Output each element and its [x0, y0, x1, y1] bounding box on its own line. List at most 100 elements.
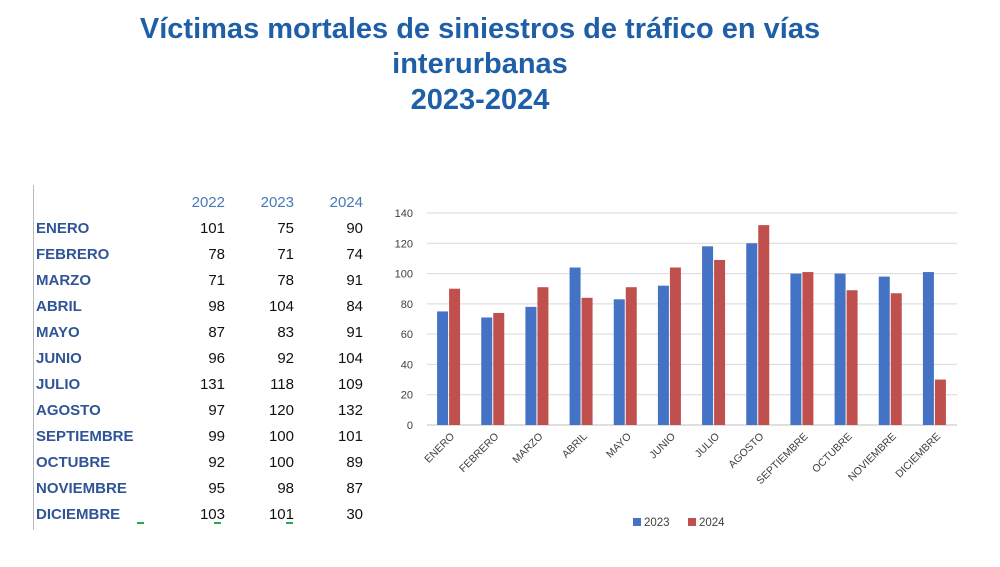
bar-2024-mayo: [625, 287, 637, 425]
x-tick-label: FEBRERO: [457, 431, 501, 475]
bar-2023-enero: [437, 311, 449, 425]
bar-chart: 0 20 40 60 80 100 120 140 ENERO FEBRERO MARZO ABRIL…: [395, 208, 957, 529]
title-line-2: interurbanas: [392, 48, 568, 81]
value-2022-cell: 96: [208, 349, 225, 367]
value-2024-cell: 109: [337, 375, 363, 393]
value-2024-cell: 91: [346, 271, 363, 289]
bar-2024-noviembre: [890, 293, 902, 425]
value-2022-cell: 98: [208, 297, 225, 315]
value-2023-cell: 100: [268, 453, 294, 471]
y-tick-label: 20: [401, 390, 413, 402]
value-2022-cell: 87: [208, 323, 225, 341]
x-tick-label: JUNIO: [647, 431, 678, 462]
x-tick-label: AGOSTO: [726, 431, 766, 471]
bar-2023-diciembre: [922, 272, 934, 425]
month-cell: MARZO: [36, 271, 91, 289]
table-row: MAYO 87 83 91: [36, 319, 363, 345]
bar-2024-enero: [449, 288, 461, 425]
y-tick-label: 80: [401, 299, 413, 311]
table-row: OCTUBRE 92 100 89: [36, 449, 363, 475]
value-2024-cell: 101: [337, 427, 363, 445]
value-2023-cell: 83: [277, 323, 294, 341]
bar-2023-agosto: [746, 243, 758, 425]
value-2024-cell: 84: [346, 297, 363, 315]
data-table: 2022 2023 2024 ENERO 101 75 90 FEBRERO 78 71 74…: [36, 189, 363, 527]
value-2022-cell: 71: [208, 271, 225, 289]
value-2022-cell: 97: [208, 401, 225, 419]
legend-label-2024: 2024: [699, 517, 725, 529]
table-body: ENERO 101 75 90 FEBRERO 78 71 74 MARZO 71 78 91 ABRI…: [36, 215, 363, 527]
table-row: MARZO 71 78 91: [36, 267, 363, 293]
month-cell: MAYO: [36, 323, 80, 341]
value-2023-cell: 104: [268, 297, 294, 315]
bar-2024-agosto: [758, 225, 770, 425]
bar-2023-junio: [657, 285, 669, 425]
bar-2023-marzo: [525, 306, 537, 425]
table-row: SEPTIEMBRE 99 100 101: [36, 423, 363, 449]
table-row: FEBRERO 78 71 74: [36, 241, 363, 267]
bar-2024-septiembre: [802, 272, 814, 425]
table-row: NOVIEMBRE 95 98 87: [36, 475, 363, 501]
value-2023-cell: 71: [277, 245, 294, 263]
value-2024-cell: 30: [346, 505, 363, 523]
bar-2024-diciembre: [934, 379, 946, 425]
bar-2023-octubre: [834, 273, 846, 425]
value-2023-cell: 78: [277, 271, 294, 289]
bar-2023-febrero: [481, 317, 493, 425]
table-row: AGOSTO 97 120 132: [36, 397, 363, 423]
table-row: JUNIO 96 92 104: [36, 345, 363, 371]
value-2023-cell: 98: [277, 479, 294, 497]
value-2022-cell: 95: [208, 479, 225, 497]
x-tick-label: DICIEMBRE: [893, 431, 943, 481]
month-cell: NOVIEMBRE: [36, 479, 127, 497]
month-cell: OCTUBRE: [36, 453, 111, 471]
value-2022-cell: 99: [208, 427, 225, 445]
legend-swatch-2024: [688, 518, 696, 526]
value-2023-cell: 118: [270, 375, 294, 393]
y-tick-label: 100: [395, 269, 413, 281]
x-tick-label: OCTUBRE: [810, 431, 855, 476]
bar-2023-julio: [702, 246, 714, 425]
bar-2024-julio: [714, 259, 726, 425]
y-tick-label: 120: [395, 238, 413, 250]
bar-2023-noviembre: [878, 276, 890, 425]
value-2023-cell: 101: [268, 505, 294, 523]
month-cell: ABRIL: [36, 297, 82, 315]
value-2022-cell: 92: [208, 453, 225, 471]
x-tick-label: MARZO: [510, 431, 545, 466]
table-header-2022: 2022: [191, 193, 225, 211]
y-tick-label: 60: [401, 329, 413, 341]
value-2022-cell: 78: [208, 245, 225, 263]
value-2024-cell: 91: [346, 323, 363, 341]
month-cell: ENERO: [36, 219, 90, 237]
value-2024-cell: 104: [337, 349, 363, 367]
cell-marker: [214, 522, 221, 524]
legend-label-2023: 2023: [644, 517, 670, 529]
table-row: ENERO 101 75 90: [36, 215, 363, 241]
table-row: JULIO 131 118 109: [36, 371, 363, 397]
y-tick-label: 0: [407, 420, 413, 432]
month-cell: SEPTIEMBRE: [36, 427, 134, 445]
value-2024-cell: 87: [346, 479, 363, 497]
value-2024-cell: 89: [346, 453, 363, 471]
value-2023-cell: 100: [268, 427, 294, 445]
value-2022-cell: 103: [199, 505, 225, 523]
bar-2024-marzo: [537, 287, 549, 425]
value-2023-cell: 120: [268, 401, 294, 419]
bar-2024-abril: [581, 297, 593, 425]
title-line-3: 2023-2024: [410, 83, 550, 116]
month-cell: JUNIO: [36, 349, 82, 367]
cell-marker: [137, 522, 144, 524]
month-cell: FEBRERO: [36, 245, 110, 263]
value-2022-cell: 101: [199, 219, 225, 237]
bar-2023-mayo: [613, 299, 625, 425]
y-tick-label: 140: [395, 208, 413, 220]
month-cell: JULIO: [36, 375, 81, 393]
x-tick-label: MAYO: [604, 431, 634, 461]
table-header-row: 2022 2023 2024: [36, 189, 363, 215]
bar-2023-septiembre: [790, 273, 802, 425]
cell-marker: [286, 522, 293, 524]
bar-2024-febrero: [493, 312, 505, 425]
value-2024-cell: 90: [346, 219, 363, 237]
table-header-2023: 2023: [260, 193, 294, 211]
